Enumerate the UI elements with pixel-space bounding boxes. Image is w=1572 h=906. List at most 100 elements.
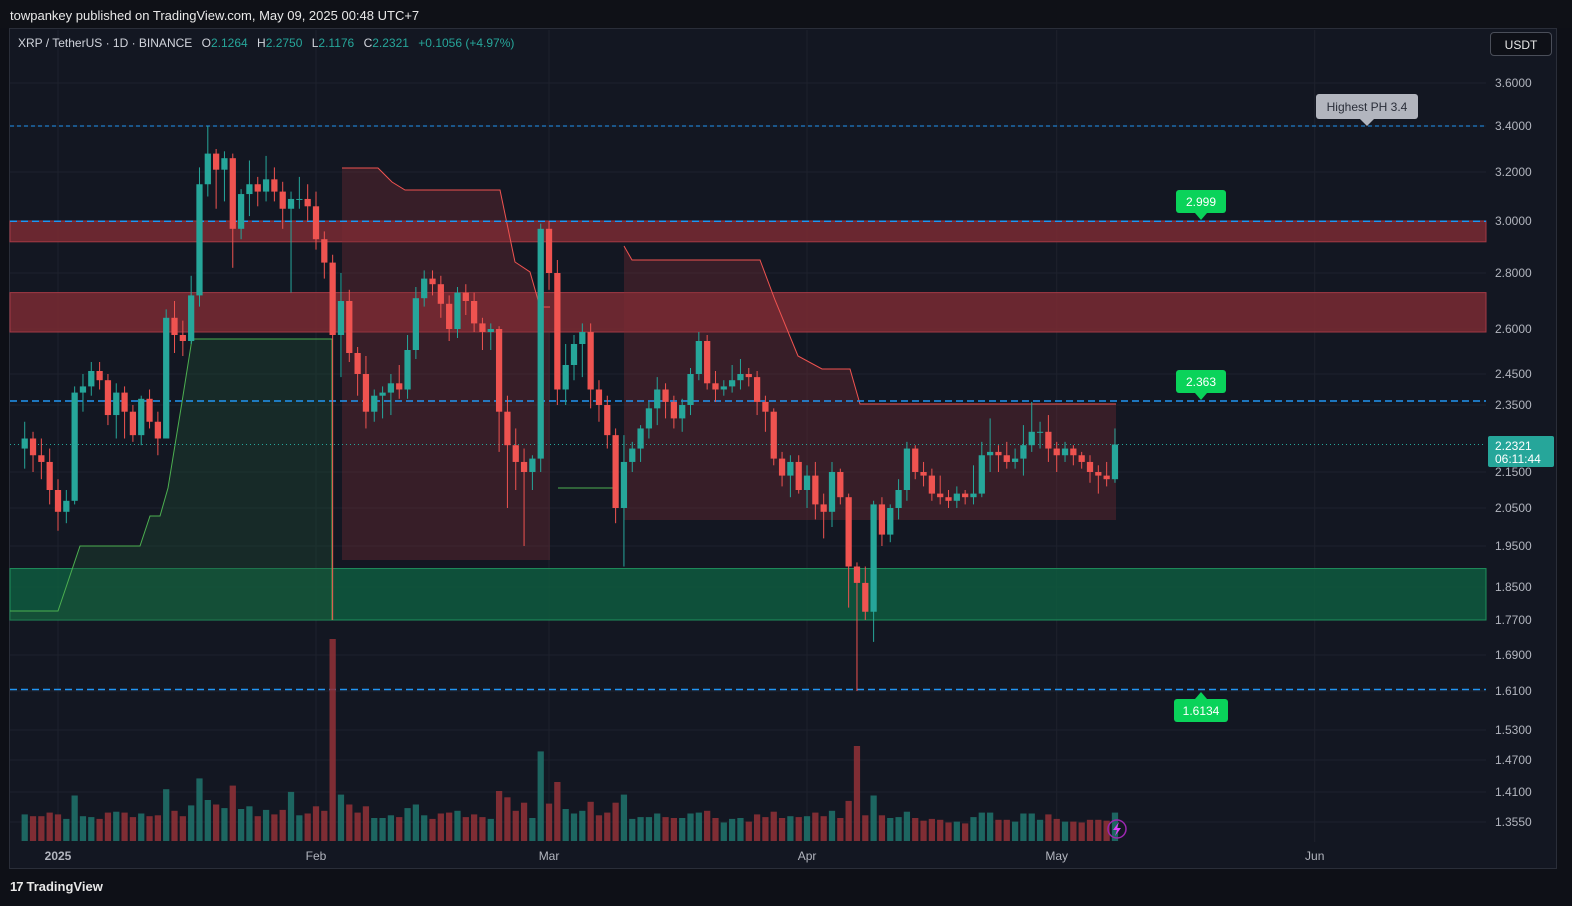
volume-bar <box>412 804 419 841</box>
volume-bar <box>304 813 311 841</box>
volume-bar <box>720 822 727 841</box>
candle <box>138 395 145 446</box>
candle-body <box>312 206 320 240</box>
candle <box>612 428 619 524</box>
candle <box>387 374 395 416</box>
volume-bar <box>620 794 628 841</box>
candle-body <box>404 350 411 390</box>
candle-body <box>279 191 286 209</box>
resistance-zone <box>9 292 1487 333</box>
price-tick-label: 3.2000 <box>1495 165 1532 179</box>
candle-body <box>962 493 969 498</box>
candle-body <box>737 374 744 381</box>
candle <box>812 461 819 520</box>
high-key: H <box>257 36 266 50</box>
price-tick-label: 1.4700 <box>1495 753 1532 767</box>
candle-body <box>121 392 128 412</box>
time-tick-label: Mar <box>539 849 560 863</box>
candle <box>163 309 170 439</box>
price-tick-label: 2.1500 <box>1495 465 1532 479</box>
candle <box>912 445 919 480</box>
candle <box>753 371 761 416</box>
lightning-icon[interactable] <box>1107 819 1127 839</box>
candle <box>995 445 1002 472</box>
candle <box>213 149 220 209</box>
candle-body <box>787 461 794 476</box>
volume-bar <box>1028 813 1035 841</box>
candle <box>63 490 70 524</box>
price-tick-label: 1.5300 <box>1495 723 1532 737</box>
volume-bar <box>645 817 653 841</box>
highest-ph-text: Highest PH 3.4 <box>1327 100 1408 114</box>
volume-bar <box>778 818 786 841</box>
volume-bar <box>296 815 303 841</box>
time-axis[interactable]: 2025 Feb Mar Apr May Jun <box>45 849 1325 863</box>
candle <box>745 368 752 387</box>
candle-body <box>670 401 677 419</box>
price-tick-label: 2.4500 <box>1495 367 1532 381</box>
candle-body <box>778 458 786 476</box>
volume-bar <box>229 785 236 841</box>
volume-bar <box>329 639 336 841</box>
candle <box>895 479 902 520</box>
candle-body <box>1111 444 1119 480</box>
downtrend-fill-1 <box>342 168 550 560</box>
candle <box>887 504 894 543</box>
candle <box>1078 451 1085 469</box>
candle-body <box>1045 431 1052 449</box>
candle <box>770 408 777 466</box>
candle <box>246 160 253 217</box>
candle <box>795 455 802 494</box>
candle-body <box>537 228 544 459</box>
close-key: C <box>363 36 373 50</box>
candle-body <box>29 438 37 456</box>
candle <box>920 461 927 487</box>
price-axis[interactable]: 3.6000 3.4000 3.2000 3.0000 2.8000 2.6000 2.45… <box>1495 76 1532 829</box>
candle <box>346 289 353 362</box>
candle <box>945 490 952 508</box>
candle <box>171 301 178 353</box>
candle-body <box>920 472 927 476</box>
candle <box>88 362 95 396</box>
volume-bar <box>745 821 752 841</box>
volume-bar <box>953 821 960 841</box>
tradingview-logo-icon: 17 <box>10 879 24 894</box>
candle <box>878 497 886 546</box>
candle-body <box>654 389 661 409</box>
volume-bar <box>371 818 378 841</box>
candle-body <box>379 392 386 396</box>
candle <box>1053 441 1060 472</box>
horizontal-levels <box>10 125 1486 691</box>
candle <box>504 395 511 508</box>
candle <box>595 380 603 422</box>
candle-body <box>1061 448 1069 456</box>
candle-body <box>154 421 161 439</box>
volume-bar <box>978 812 985 841</box>
volume-bar <box>704 810 711 841</box>
volume-bar <box>662 817 669 841</box>
volume-bar <box>612 802 619 841</box>
volume-bar <box>454 810 461 841</box>
candle <box>421 270 428 307</box>
candle <box>1045 415 1052 462</box>
volume-bar <box>1003 819 1010 841</box>
volume-bar <box>604 812 611 841</box>
volume-bar <box>396 817 403 841</box>
candle <box>146 389 153 429</box>
candle <box>362 356 370 429</box>
volume-bar <box>462 817 469 841</box>
candle-body <box>1095 472 1102 476</box>
volume-bar <box>346 804 353 841</box>
candle-body <box>953 493 960 501</box>
volume-bar <box>163 789 170 841</box>
tradingview-logo[interactable]: 17 TradingView <box>10 879 103 894</box>
candle-body <box>321 239 328 263</box>
candle <box>987 418 994 472</box>
volume-bar <box>828 810 836 841</box>
volume-bar <box>845 800 852 841</box>
candle-body <box>354 353 361 374</box>
currency-button[interactable]: USDT <box>1490 32 1552 56</box>
chart-frame[interactable] <box>9 28 1557 869</box>
symbol-name[interactable]: XRP / TetherUS · 1D · BINANCE <box>18 36 193 50</box>
